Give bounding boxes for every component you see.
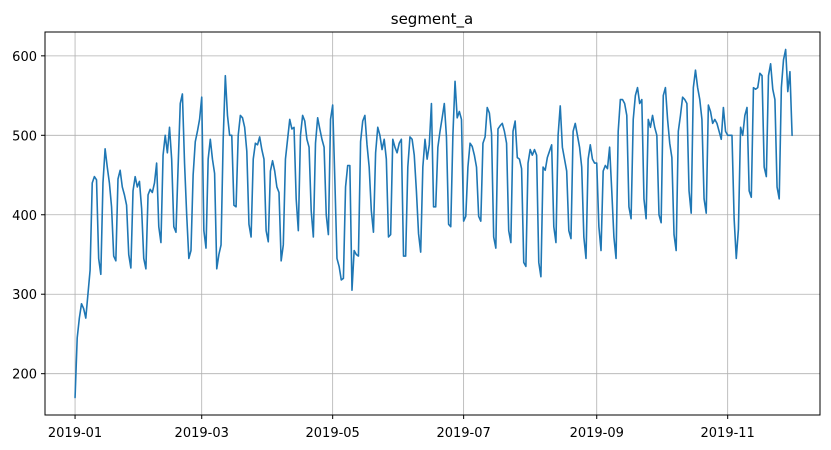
x-tick-label: 2019-09 [570, 426, 624, 441]
y-tick-label: 300 [12, 288, 37, 303]
y-tick-label: 200 [12, 368, 37, 383]
tick-layer: 2019-01 2019-03 2019-05 2019-07 2019-09 2019-… [12, 50, 755, 441]
series-layer [74, 48, 793, 399]
chart-title: segment_a [391, 10, 474, 29]
x-tick-label: 2019-05 [306, 426, 360, 441]
x-tick-label: 2019-03 [175, 426, 229, 441]
x-tick-label: 2019-11 [701, 426, 755, 441]
grid-lines [45, 32, 820, 415]
x-tick-label: 2019-01 [48, 426, 102, 441]
y-tick-label: 400 [12, 209, 37, 224]
y-tick-label: 600 [12, 50, 37, 65]
y-tick-label: 500 [12, 129, 37, 144]
x-tick-label: 2019-07 [436, 426, 490, 441]
series-line [74, 48, 793, 399]
plot-frame [44, 31, 821, 416]
